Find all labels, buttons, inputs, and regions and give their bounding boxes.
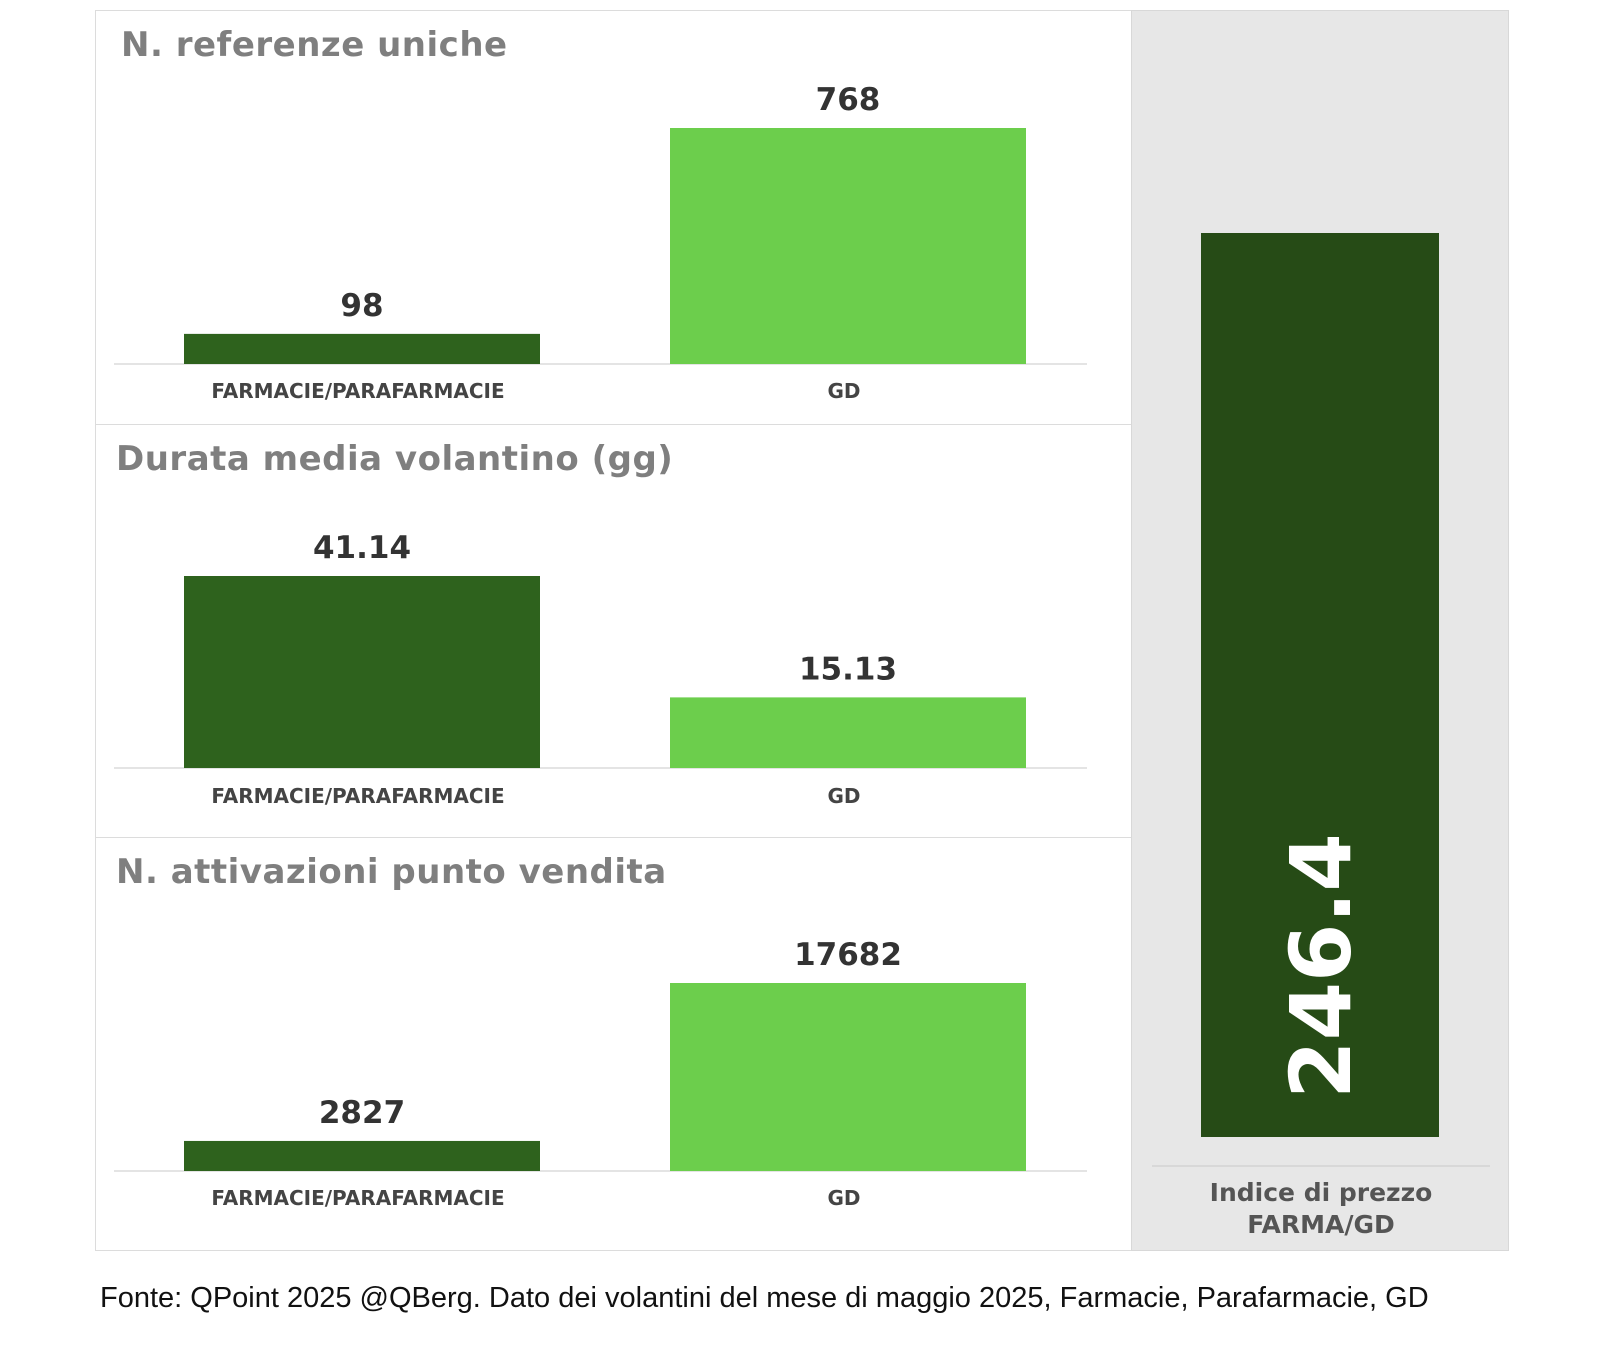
chart-panel-attivazioni: N. attivazioni punto vendita 2827 17682 … xyxy=(95,837,1132,1251)
chart-title: Durata media volantino (gg) xyxy=(116,439,674,479)
price-index-label-line1: Indice di prezzo xyxy=(1210,1178,1433,1207)
chart-title: N. attivazioni punto vendita xyxy=(116,852,667,892)
value-label-gd: 17682 xyxy=(794,937,902,973)
price-index-plot: 246.4 Indice di prezzo FARMA/GD xyxy=(1152,233,1490,1239)
price-index-bar xyxy=(1201,233,1439,1137)
category-label-gd: GD xyxy=(827,1186,860,1210)
chart-plot: 98 768 FARMACIE/PARAFARMACIE GD xyxy=(114,82,1087,403)
bar-farmacie xyxy=(184,1140,540,1171)
value-label-farmacie: 98 xyxy=(340,288,383,324)
chart-title: N. referenze uniche xyxy=(121,25,508,65)
bar-gd xyxy=(670,697,1026,768)
bar-farmacie xyxy=(184,333,540,364)
bar-gd xyxy=(670,128,1026,364)
value-label-farmacie: 41.14 xyxy=(313,530,411,566)
price-index-value: 246.4 xyxy=(1272,833,1370,1099)
value-label-gd: 768 xyxy=(816,82,881,118)
chart-plot: 2827 17682 FARMACIE/PARAFARMACIE GD xyxy=(114,937,1087,1210)
category-label-gd: GD xyxy=(827,784,860,808)
bar-gd xyxy=(670,983,1026,1171)
value-label-farmacie: 2827 xyxy=(319,1095,405,1131)
category-label-farmacie: FARMACIE/PARAFARMACIE xyxy=(211,1186,504,1210)
chart-plot: 41.14 15.13 FARMACIE/PARAFARMACIE GD xyxy=(114,530,1087,808)
bar-farmacie xyxy=(184,576,540,768)
price-index-panel: 246.4 Indice di prezzo FARMA/GD xyxy=(1131,10,1509,1251)
category-label-farmacie: FARMACIE/PARAFARMACIE xyxy=(211,784,504,808)
chart-panel-referenze: N. referenze uniche 98 768 FARMACIE/PARA… xyxy=(95,10,1132,425)
chart-panel-durata: Durata media volantino (gg) 41.14 15.13 … xyxy=(95,424,1132,838)
price-index-label-line2: FARMA/GD xyxy=(1247,1210,1394,1239)
category-label-farmacie: FARMACIE/PARAFARMACIE xyxy=(211,379,504,403)
source-note: Fonte: QPoint 2025 @QBerg. Dato dei vola… xyxy=(100,1282,1429,1314)
category-label-gd: GD xyxy=(827,379,860,403)
value-label-gd: 15.13 xyxy=(799,651,897,687)
